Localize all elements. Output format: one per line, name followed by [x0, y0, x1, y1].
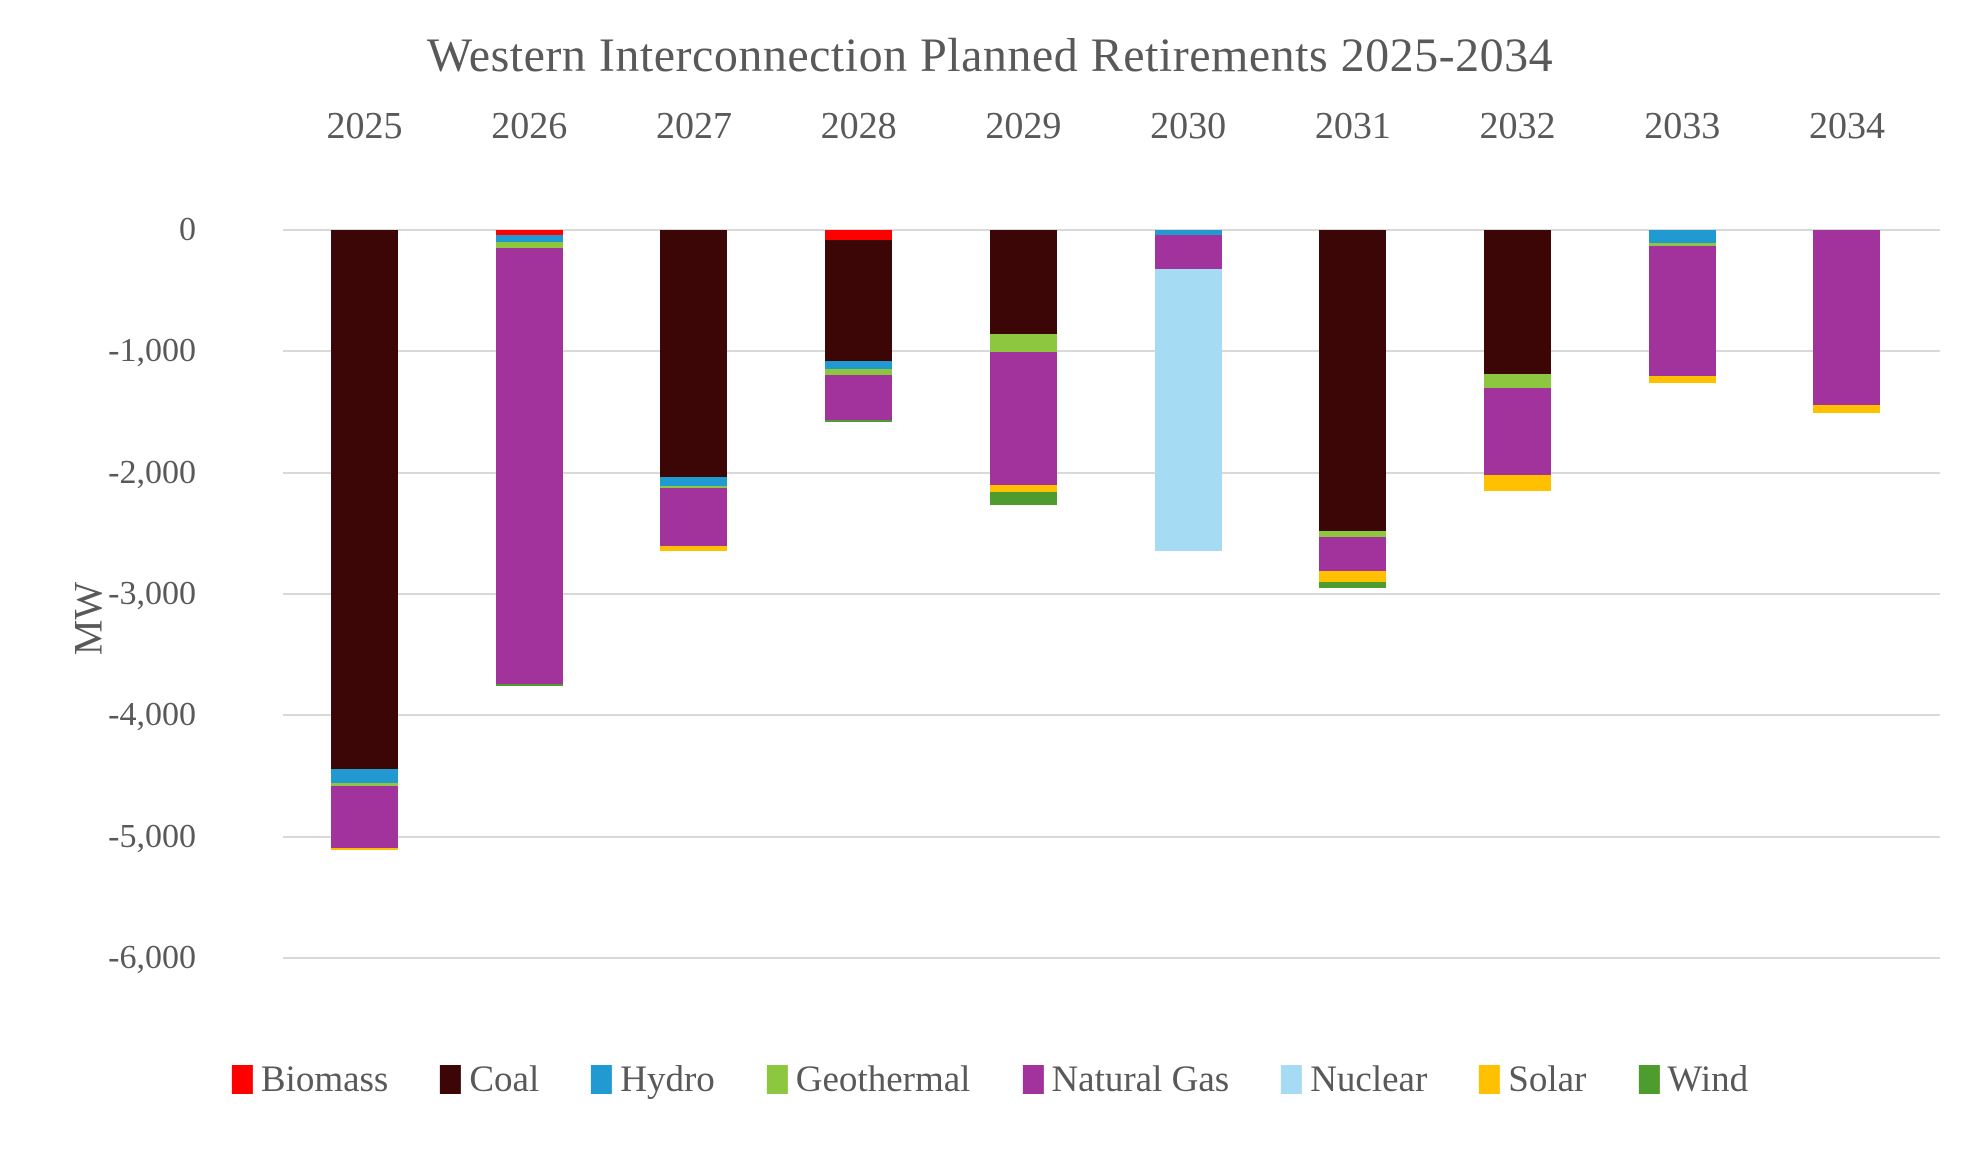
legend-label: Natural Gas	[1051, 1059, 1230, 1100]
x-axis-label-2026: 2026	[491, 105, 568, 147]
bar-segment-natural-gas-2028	[825, 374, 893, 420]
legend-swatch-icon	[231, 1065, 253, 1094]
bar-segment-geothermal-2027	[660, 485, 728, 489]
legend-swatch-icon	[591, 1065, 613, 1094]
bar-segment-natural-gas-2025	[331, 786, 398, 849]
bar-segment-solar-2034	[1813, 404, 1881, 413]
bar-segment-solar-2031	[1319, 570, 1387, 582]
legend-label: Geothermal	[795, 1059, 971, 1100]
x-axis-label-2034: 2034	[1808, 105, 1885, 147]
legend-swatch-icon	[766, 1065, 788, 1094]
bar-segment-natural-gas-2034	[1813, 230, 1881, 405]
y-tick-label: -4,000	[108, 696, 196, 734]
chart-legend: Biomass Coal Hydro Geothermal Natural Gas Nuc…	[231, 1058, 1748, 1101]
legend-item-natural-gas: Natural Gas	[1022, 1058, 1229, 1101]
bar-segment-biomass-2026	[495, 230, 563, 235]
bar-segment-biomass-2028	[825, 230, 893, 240]
bar-segment-natural-gas-2030	[1154, 234, 1222, 270]
bar-segment-geothermal-2026	[495, 242, 563, 248]
bar-segment-solar-2029	[989, 485, 1057, 492]
legend-swatch-icon	[440, 1065, 462, 1094]
legend-item-wind: Wind	[1638, 1058, 1748, 1101]
gridline--1,000	[283, 350, 1940, 353]
bar-segment-geothermal-2029	[989, 334, 1057, 352]
bar-segment-nuclear-2030	[1154, 269, 1222, 551]
gridline--2,000	[283, 471, 1940, 474]
x-axis-label-2031: 2031	[1314, 105, 1391, 147]
x-axis-label-2028: 2028	[820, 105, 897, 147]
legend-label: Nuclear	[1310, 1059, 1428, 1100]
bar-segment-coal-2028	[825, 239, 893, 361]
y-tick-label: -3,000	[108, 574, 196, 612]
legend-item-geothermal: Geothermal	[766, 1058, 971, 1101]
bar-segment-geothermal-2032	[1484, 374, 1552, 388]
legend-item-solar: Solar	[1479, 1058, 1586, 1101]
bar-segment-hydro-2030	[1154, 230, 1222, 235]
bar-segment-natural-gas-2032	[1484, 387, 1552, 476]
bar-segment-solar-2027	[660, 545, 728, 552]
bar-segment-natural-gas-2033	[1648, 246, 1716, 376]
gridline--6,000	[283, 956, 1940, 959]
legend-label: Wind	[1667, 1059, 1749, 1100]
x-axis-label-2033: 2033	[1644, 105, 1721, 147]
y-tick-label: -6,000	[108, 938, 196, 976]
x-axis-label-2032: 2032	[1479, 105, 1556, 147]
y-tick-label: -1,000	[108, 332, 196, 370]
bar-segment-wind-2031	[1319, 581, 1387, 588]
bar-segment-geothermal-2033	[1648, 243, 1716, 247]
y-tick-label: -5,000	[108, 817, 196, 855]
bar-segment-coal-2031	[1319, 230, 1387, 531]
y-tick-label: 0	[179, 211, 196, 248]
legend-swatch-icon	[1479, 1065, 1501, 1094]
gridline-0	[283, 229, 1940, 231]
legend-item-hydro: Hydro	[591, 1058, 715, 1101]
legend-swatch-icon	[1022, 1065, 1044, 1094]
bar-segment-hydro-2026	[495, 234, 563, 243]
bar-segment-wind-2026	[495, 684, 563, 687]
bar-segment-wind-2028	[825, 419, 893, 422]
legend-label: Hydro	[620, 1059, 715, 1100]
legend-label: Solar	[1508, 1059, 1587, 1100]
y-tick-label: -2,000	[108, 453, 196, 491]
bar-segment-natural-gas-2031	[1319, 536, 1387, 571]
bar-segment-wind-2029	[989, 492, 1057, 505]
bar-segment-coal-2025	[331, 230, 398, 769]
bar-segment-geothermal-2025	[331, 783, 398, 787]
bar-segment-solar-2032	[1484, 475, 1552, 491]
bar-segment-hydro-2028	[825, 361, 893, 369]
legend-item-coal: Coal	[440, 1058, 539, 1101]
bar-segment-coal-2029	[989, 230, 1057, 335]
gridline--3,000	[283, 592, 1940, 595]
bar-segment-natural-gas-2029	[989, 351, 1057, 486]
bar-segment-coal-2032	[1484, 230, 1552, 375]
legend-item-biomass: Biomass	[231, 1058, 389, 1101]
bar-segment-hydro-2027	[660, 477, 728, 486]
legend-label: Coal	[469, 1059, 540, 1100]
legend-item-nuclear: Nuclear	[1281, 1058, 1427, 1101]
gridline--5,000	[283, 835, 1940, 838]
bar-segment-solar-2025	[331, 848, 398, 850]
legend-label: Biomass	[260, 1059, 389, 1100]
bar-segment-solar-2033	[1648, 375, 1716, 384]
x-axis-label-2027: 2027	[655, 105, 732, 147]
bar-segment-hydro-2025	[331, 768, 398, 784]
legend-swatch-icon	[1638, 1065, 1660, 1094]
bar-segment-natural-gas-2026	[495, 247, 563, 685]
chart-title: Western Interconnection Planned Retireme…	[426, 29, 1554, 82]
x-axis-label-2030: 2030	[1150, 105, 1227, 147]
legend-swatch-icon	[1281, 1065, 1303, 1094]
x-axis-label-2025: 2025	[326, 105, 403, 147]
bar-segment-natural-gas-2027	[660, 488, 728, 546]
bar-segment-coal-2027	[660, 230, 728, 478]
bar-segment-geothermal-2028	[825, 368, 893, 375]
bar-segment-hydro-2033	[1648, 230, 1716, 244]
bar-segment-geothermal-2031	[1319, 530, 1387, 537]
x-axis-label-2029: 2029	[985, 105, 1062, 147]
gridline--4,000	[283, 714, 1940, 717]
